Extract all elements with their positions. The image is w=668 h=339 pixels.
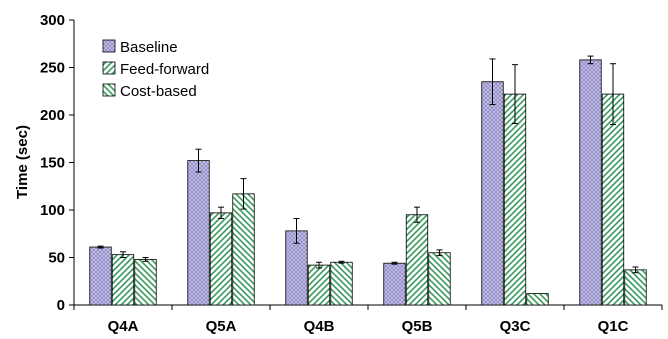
bar <box>111 254 135 306</box>
x-tick-label: Q5A <box>206 318 237 335</box>
x-tick-label: Q1C <box>598 318 629 335</box>
x-tick-label: Q4A <box>108 318 139 335</box>
bar <box>209 212 233 306</box>
bar <box>134 258 157 306</box>
x-tick-label: Q4B <box>304 318 335 335</box>
bar <box>383 262 406 306</box>
bar <box>503 93 527 306</box>
bar <box>187 160 210 306</box>
bar <box>428 252 451 306</box>
bar <box>405 214 429 306</box>
plot-area: 0 50 100 150 200 250 300 Q4A Q5A Q4B Q5B Q3C Q1C <box>40 12 663 335</box>
y-tick-label: 200 <box>40 107 65 124</box>
legend-swatch <box>102 39 116 53</box>
y-tick-label: 100 <box>40 202 65 219</box>
legend: Baseline Feed-forward Cost-based <box>102 39 209 100</box>
y-tick-label: 150 <box>40 155 65 172</box>
x-tick-label: Q3C <box>500 318 531 335</box>
legend-swatch <box>102 83 116 97</box>
y-tick-label: 0 <box>57 297 65 314</box>
bar <box>89 246 112 306</box>
legend-label: Feed-forward <box>120 61 209 78</box>
bar <box>526 293 549 306</box>
x-tick-label: Q5B <box>402 318 433 335</box>
y-tick-label: 300 <box>40 12 65 29</box>
bar <box>579 59 602 306</box>
legend-label: Baseline <box>120 39 178 56</box>
legend-label: Cost-based <box>120 83 197 100</box>
legend-swatch <box>102 61 116 75</box>
bar <box>307 264 331 306</box>
y-tick-label: 50 <box>48 250 65 267</box>
bar <box>330 261 353 306</box>
y-tick-label: 250 <box>40 60 65 77</box>
bar <box>601 93 625 306</box>
y-axis-title: Time (sec) <box>14 125 31 199</box>
bar <box>232 193 255 306</box>
bar <box>481 81 504 306</box>
bar <box>624 269 647 306</box>
